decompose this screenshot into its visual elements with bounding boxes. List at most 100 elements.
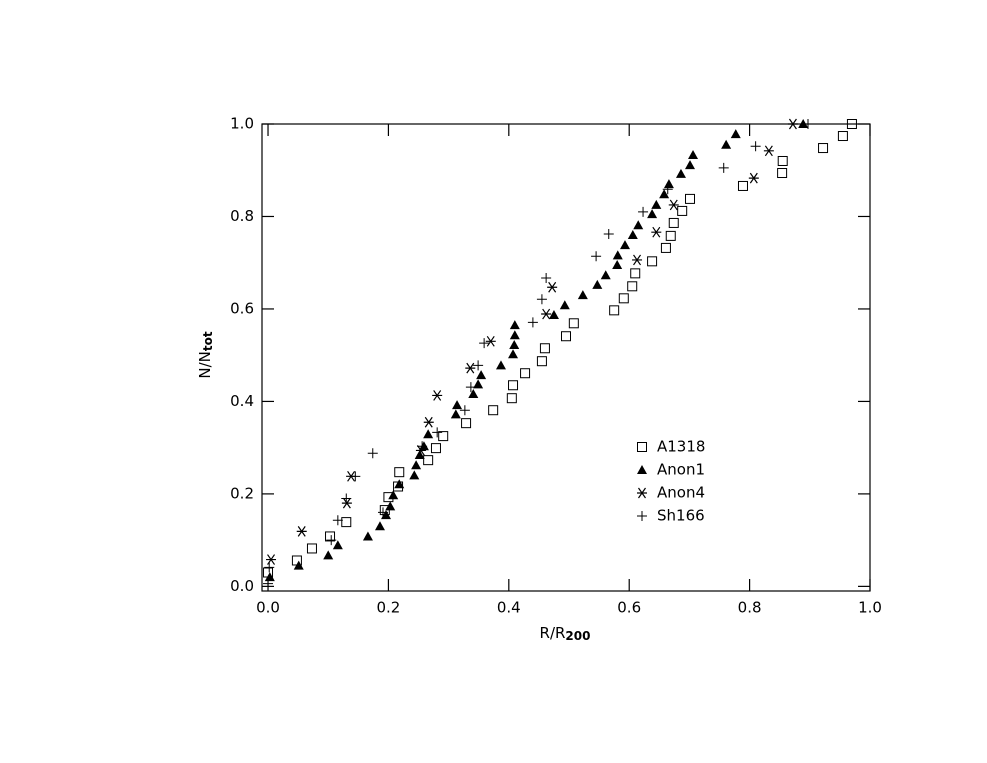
point bbox=[509, 340, 520, 350]
point bbox=[409, 470, 420, 480]
y-label-main: N/N bbox=[196, 351, 214, 379]
point bbox=[846, 119, 857, 129]
y-axis-label: N/Ntot bbox=[196, 331, 215, 378]
point bbox=[730, 129, 741, 139]
point bbox=[506, 393, 517, 404]
point bbox=[721, 139, 732, 149]
x-label-sub: 200 bbox=[565, 629, 590, 643]
point bbox=[627, 281, 638, 292]
point bbox=[394, 467, 405, 478]
point bbox=[341, 497, 352, 509]
point bbox=[541, 272, 552, 283]
point bbox=[473, 360, 484, 371]
point bbox=[430, 443, 441, 454]
point bbox=[263, 578, 274, 589]
point bbox=[660, 242, 671, 253]
point bbox=[647, 256, 658, 267]
point bbox=[651, 226, 662, 238]
point bbox=[787, 118, 798, 130]
point bbox=[508, 380, 519, 391]
point bbox=[559, 300, 570, 310]
point bbox=[561, 331, 571, 342]
point bbox=[465, 362, 476, 374]
point bbox=[332, 515, 343, 526]
point bbox=[266, 554, 277, 565]
x-tick-label: 0.8 bbox=[738, 599, 762, 617]
point bbox=[374, 521, 385, 531]
point bbox=[662, 184, 673, 195]
point bbox=[668, 217, 679, 228]
point bbox=[323, 550, 334, 560]
point bbox=[638, 206, 649, 217]
point bbox=[536, 356, 547, 367]
point bbox=[763, 145, 774, 157]
point bbox=[777, 168, 788, 179]
point bbox=[600, 270, 611, 280]
point bbox=[777, 155, 788, 166]
x-tick-label: 0.0 bbox=[256, 599, 280, 617]
point bbox=[461, 418, 472, 429]
point bbox=[750, 141, 761, 152]
point bbox=[748, 172, 759, 184]
point bbox=[479, 338, 490, 349]
point bbox=[459, 405, 470, 416]
point bbox=[362, 531, 373, 541]
point bbox=[450, 409, 461, 419]
point bbox=[837, 131, 848, 142]
point bbox=[627, 229, 638, 239]
point bbox=[548, 309, 559, 319]
point bbox=[609, 305, 620, 316]
point bbox=[520, 368, 531, 379]
point bbox=[367, 448, 378, 459]
point bbox=[619, 240, 630, 250]
point bbox=[341, 493, 352, 504]
y-tick-label: 0.6 bbox=[230, 299, 254, 317]
point bbox=[476, 370, 487, 380]
point bbox=[350, 471, 361, 482]
point bbox=[432, 390, 443, 401]
point bbox=[509, 320, 520, 330]
point bbox=[465, 382, 476, 393]
y-label-sub: tot bbox=[201, 331, 215, 351]
point bbox=[264, 572, 275, 582]
point bbox=[618, 293, 629, 304]
point bbox=[612, 250, 623, 260]
point bbox=[630, 268, 641, 279]
y-tick-label: 0.8 bbox=[230, 207, 254, 225]
point bbox=[468, 389, 479, 399]
legend-marker bbox=[637, 442, 647, 452]
point bbox=[685, 193, 696, 204]
point bbox=[802, 119, 813, 129]
point bbox=[603, 229, 614, 240]
point bbox=[665, 230, 676, 241]
point bbox=[659, 189, 670, 199]
point bbox=[577, 290, 588, 300]
legend-marker bbox=[637, 465, 647, 474]
x-tick-label: 1.0 bbox=[858, 599, 882, 617]
point bbox=[293, 560, 304, 570]
point bbox=[647, 209, 658, 219]
point bbox=[341, 517, 352, 528]
point bbox=[527, 317, 538, 328]
point bbox=[668, 199, 679, 211]
x-label-main: R/R bbox=[540, 624, 566, 642]
point bbox=[651, 199, 662, 209]
point bbox=[423, 429, 434, 439]
point bbox=[473, 379, 484, 389]
point bbox=[423, 455, 434, 466]
point bbox=[488, 405, 499, 416]
legend-label: Sh166 bbox=[657, 507, 705, 525]
point bbox=[325, 531, 336, 542]
point bbox=[394, 479, 405, 489]
point bbox=[296, 526, 307, 537]
y-tick-label: 0.2 bbox=[230, 484, 254, 502]
point bbox=[632, 254, 643, 266]
point bbox=[452, 400, 463, 410]
point bbox=[438, 431, 449, 442]
x-tick-label: 0.4 bbox=[497, 599, 521, 617]
point bbox=[306, 543, 317, 554]
point bbox=[677, 205, 688, 216]
point bbox=[508, 349, 519, 359]
point bbox=[377, 507, 388, 518]
